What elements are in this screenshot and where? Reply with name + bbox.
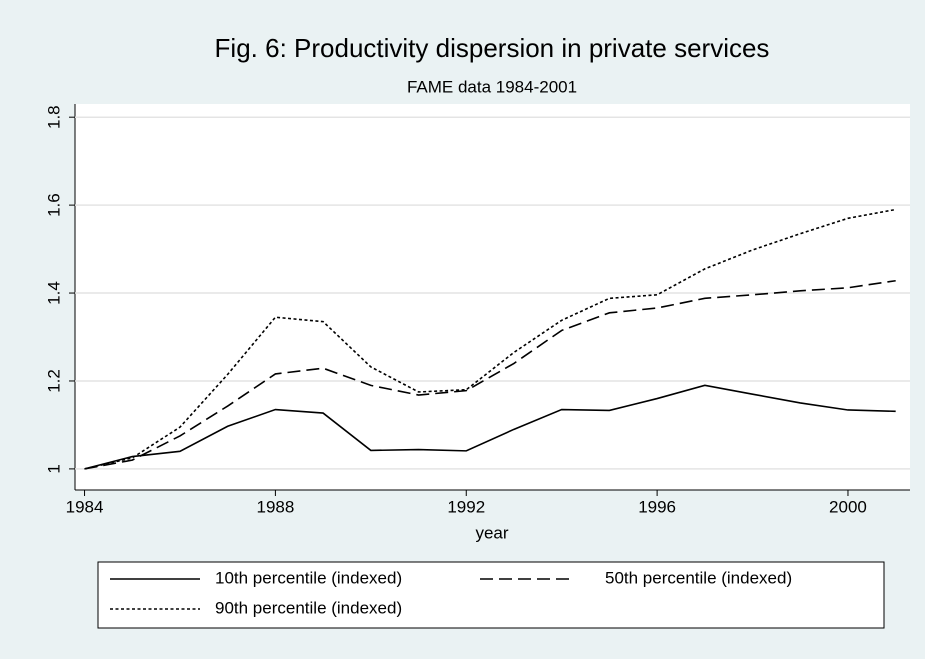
- x-tick-label: 2000: [829, 497, 867, 516]
- series-line: [84, 384, 896, 470]
- y-tick-label: 1.6: [44, 193, 63, 217]
- x-tick-label: 1988: [256, 497, 294, 516]
- legend-label: 90th percentile (indexed): [215, 598, 402, 617]
- chart-title: Fig. 6: Productivity dispersion in priva…: [215, 33, 770, 63]
- x-tick-label: 1992: [447, 497, 485, 516]
- legend: [97, 561, 885, 629]
- y-tick-label: 1.4: [44, 281, 63, 305]
- y-tick-label: 1.2: [44, 369, 63, 393]
- legend-label: 50th percentile (indexed): [605, 568, 792, 587]
- y-tick-label: 1: [44, 464, 63, 473]
- x-axis-label: year: [475, 523, 508, 542]
- chart-subtitle: FAME data 1984-2001: [407, 77, 577, 96]
- legend-label: 10th percentile (indexed): [215, 568, 402, 587]
- x-tick-label: 1996: [638, 497, 676, 516]
- plot-area: [75, 104, 910, 490]
- series-line: [84, 208, 896, 470]
- x-tick-label: 1984: [66, 497, 104, 516]
- series-line: [84, 279, 896, 470]
- y-tick-label: 1.8: [44, 105, 63, 129]
